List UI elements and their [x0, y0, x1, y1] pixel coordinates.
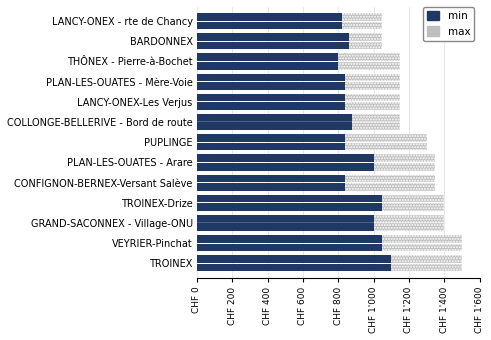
Bar	[197, 174, 345, 182]
Bar	[197, 195, 444, 202]
Bar	[197, 174, 436, 182]
Bar	[197, 154, 436, 162]
Bar	[197, 163, 436, 171]
Bar	[197, 143, 427, 150]
Bar	[197, 21, 342, 29]
Bar	[197, 102, 345, 110]
Bar	[197, 53, 400, 61]
Bar	[197, 122, 400, 130]
Bar	[197, 73, 345, 81]
Bar	[197, 53, 338, 61]
Bar	[197, 21, 382, 29]
Bar	[197, 203, 444, 211]
Bar	[197, 163, 374, 171]
Bar	[197, 62, 338, 70]
Bar	[197, 223, 374, 231]
Bar	[197, 243, 382, 251]
Bar	[197, 235, 382, 243]
Bar	[197, 243, 462, 251]
Bar	[197, 195, 382, 202]
Bar	[197, 33, 382, 41]
Bar	[197, 255, 391, 263]
Bar	[197, 102, 400, 110]
Bar	[197, 264, 391, 271]
Bar	[197, 215, 444, 223]
Bar	[197, 62, 400, 70]
Bar	[197, 114, 400, 122]
Bar	[197, 73, 400, 81]
Bar	[197, 183, 345, 191]
Bar	[197, 122, 353, 130]
Bar	[197, 94, 400, 101]
Bar	[197, 33, 349, 41]
Bar	[197, 114, 353, 122]
Bar	[197, 143, 345, 150]
Bar	[197, 94, 345, 101]
Bar	[197, 183, 436, 191]
Bar	[197, 82, 400, 90]
Bar	[197, 82, 345, 90]
Bar	[197, 13, 342, 21]
Legend: min, max: min, max	[423, 7, 474, 41]
Bar	[197, 235, 462, 243]
Bar	[197, 42, 349, 49]
Bar	[197, 223, 444, 231]
Bar	[197, 264, 462, 271]
Bar	[197, 154, 374, 162]
Bar	[197, 215, 374, 223]
Bar	[197, 134, 427, 142]
Bar	[197, 13, 382, 21]
Bar	[197, 255, 462, 263]
Bar	[197, 42, 382, 49]
Bar	[197, 203, 382, 211]
Bar	[197, 134, 345, 142]
